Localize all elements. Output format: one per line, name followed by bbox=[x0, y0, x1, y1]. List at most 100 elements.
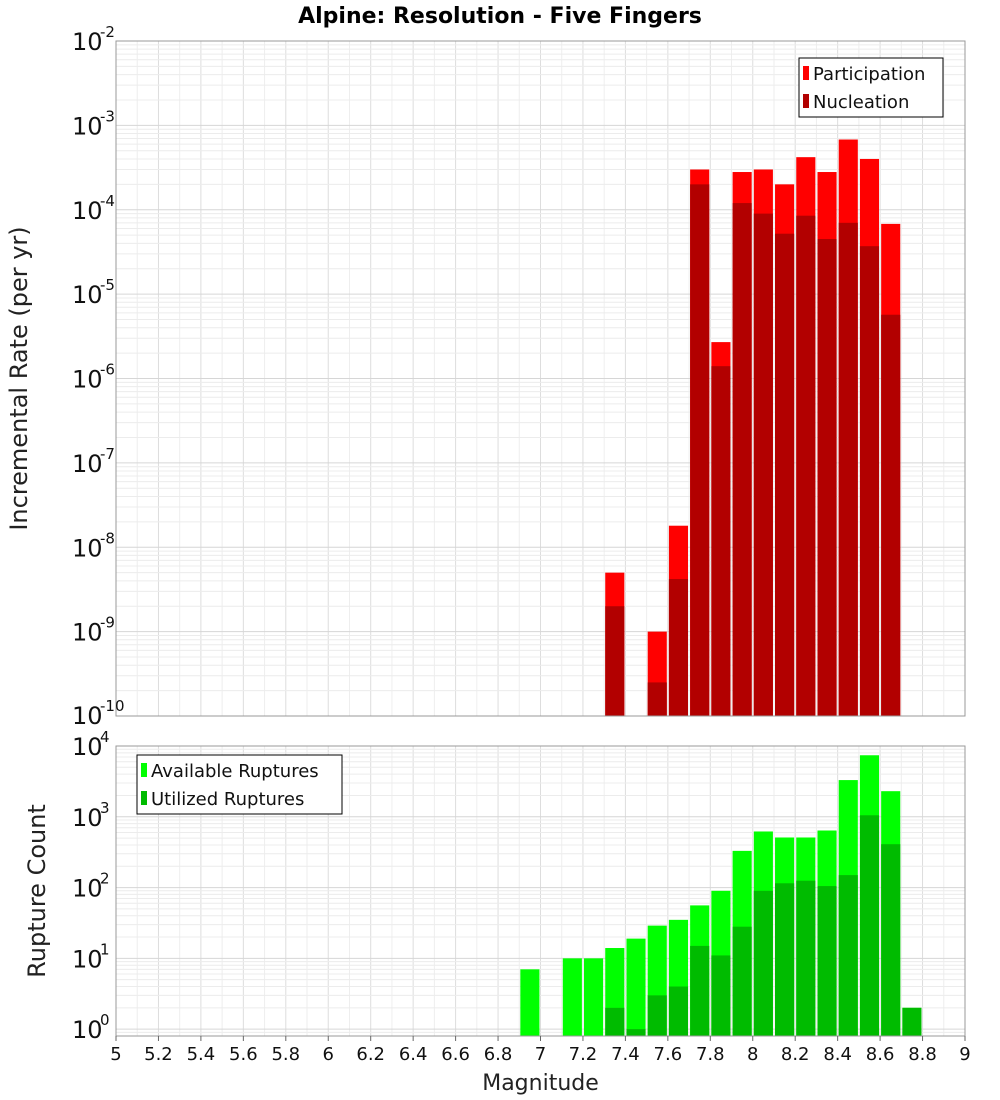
chart-title: Alpine: Resolution - Five Fingers bbox=[298, 4, 702, 29]
rate-bars bbox=[605, 139, 901, 717]
count-ytick-label: 10 bbox=[72, 733, 103, 761]
x-tick-label: 5.2 bbox=[144, 1044, 173, 1065]
rate-bar-s1 bbox=[605, 606, 625, 716]
rate-ytick-exponent: -2 bbox=[100, 23, 115, 41]
count-bars bbox=[520, 755, 922, 1036]
rate-bar-s1 bbox=[859, 246, 880, 716]
count-ytick-label: 10 bbox=[72, 945, 103, 973]
rate-ytick-label: 10 bbox=[72, 534, 103, 562]
count-bar-s0 bbox=[584, 958, 604, 1036]
legend-label-available-ruptures: Available Ruptures bbox=[151, 761, 319, 782]
rate-ytick-label: 10 bbox=[72, 450, 103, 478]
count-bar-s1 bbox=[711, 955, 731, 1036]
x-tick-label: 6.8 bbox=[484, 1044, 513, 1065]
count-bar-s1 bbox=[647, 995, 667, 1036]
rate-bar-s1 bbox=[817, 239, 837, 716]
count-bar-s0 bbox=[562, 958, 582, 1036]
x-tick-label: 6 bbox=[323, 1044, 334, 1065]
count-bar-s1 bbox=[732, 926, 752, 1036]
rate-bar-s1 bbox=[711, 366, 731, 716]
count-ytick-exponent: 2 bbox=[100, 870, 110, 888]
count-ytick-label: 10 bbox=[72, 1016, 103, 1044]
rate-bar-s1 bbox=[796, 215, 816, 717]
x-tick-label: 5.6 bbox=[229, 1044, 258, 1065]
rate-ytick-label: 10 bbox=[72, 28, 103, 56]
count-bar-s1 bbox=[902, 1007, 922, 1036]
rate-y-ticks: 10-210-310-410-510-610-710-810-910-10 bbox=[72, 23, 125, 730]
rate-bar-s1 bbox=[732, 203, 752, 716]
rate-bar-s1 bbox=[668, 579, 689, 716]
x-tick-label: 7.8 bbox=[696, 1044, 725, 1065]
rate-legend: Participation Nucleation bbox=[798, 57, 944, 118]
rate-ytick-label: 10 bbox=[72, 197, 103, 225]
rate-ytick-exponent: -7 bbox=[100, 445, 115, 463]
rate-ytick-exponent: -8 bbox=[100, 529, 115, 547]
count-legend: Available Ruptures Utilized Ruptures bbox=[136, 754, 343, 815]
legend-label-nucleation: Nucleation bbox=[813, 92, 909, 113]
count-ytick-label: 10 bbox=[72, 875, 103, 903]
x-tick-label: 8.6 bbox=[866, 1044, 895, 1065]
x-tick-label: 5.8 bbox=[271, 1044, 300, 1065]
x-tick-label: 8 bbox=[747, 1044, 758, 1065]
rate-ytick-exponent: -3 bbox=[100, 107, 115, 125]
rate-bar-s1 bbox=[690, 184, 710, 717]
rate-ytick-exponent: -4 bbox=[100, 192, 115, 210]
count-ytick-exponent: 4 bbox=[100, 728, 110, 746]
count-ytick-exponent: 1 bbox=[100, 940, 110, 958]
x-tick-label: 9 bbox=[959, 1044, 970, 1065]
count-bar-s1 bbox=[668, 986, 689, 1036]
x-tick-label: 6.6 bbox=[441, 1044, 470, 1065]
rate-ytick-exponent: -9 bbox=[100, 614, 115, 632]
magnitude-x-ticks: 5 5.2 5.4 5.6 5.8 6 6.2 6.4 6.6 6.8 7 7.2 7.4 7.6 7.8 8… bbox=[110, 1036, 971, 1065]
count-bar-s1 bbox=[881, 844, 901, 1036]
count-bar-s1 bbox=[838, 875, 858, 1036]
count-y-axis-label: Rupture Count bbox=[23, 804, 51, 978]
x-tick-label: 7.2 bbox=[569, 1044, 598, 1065]
rate-grid bbox=[115, 40, 966, 717]
x-tick-label: 8.2 bbox=[781, 1044, 810, 1065]
rate-y-axis-label: Incremental Rate (per yr) bbox=[5, 226, 33, 530]
rate-bar-s1 bbox=[647, 682, 667, 716]
count-ytick-exponent: 0 bbox=[100, 1011, 110, 1029]
rate-panel: 10-210-310-410-510-610-710-810-910-10 In… bbox=[5, 23, 966, 730]
legend-swatch-available-ruptures bbox=[141, 763, 147, 777]
rate-legend-box bbox=[798, 57, 944, 118]
rate-bar-s1 bbox=[881, 314, 901, 716]
x-tick-label: 5.4 bbox=[187, 1044, 216, 1065]
rate-ytick-label: 10 bbox=[72, 619, 103, 647]
count-bar-s1 bbox=[605, 1007, 625, 1036]
magnitude-x-axis-label: Magnitude bbox=[482, 1071, 599, 1096]
count-bar-s1 bbox=[690, 945, 710, 1036]
legend-swatch-participation bbox=[803, 66, 809, 80]
rate-ytick-exponent: -10 bbox=[100, 697, 125, 715]
rate-bar-s1 bbox=[753, 213, 773, 717]
x-tick-label: 8.4 bbox=[823, 1044, 852, 1065]
x-tick-label: 8.8 bbox=[908, 1044, 937, 1065]
rate-ytick-label: 10 bbox=[72, 112, 103, 140]
x-tick-label: 7 bbox=[535, 1044, 546, 1065]
legend-label-participation: Participation bbox=[813, 64, 925, 85]
x-tick-label: 6.2 bbox=[356, 1044, 385, 1065]
count-bar-s1 bbox=[626, 1029, 646, 1036]
count-bar-s1 bbox=[753, 890, 773, 1036]
count-bar-s1 bbox=[817, 886, 837, 1036]
count-bar-s1 bbox=[796, 880, 816, 1036]
rate-ytick-exponent: -6 bbox=[100, 361, 115, 379]
x-tick-label: 7.4 bbox=[611, 1044, 640, 1065]
count-legend-box bbox=[136, 754, 343, 815]
rate-bar-s1 bbox=[838, 222, 858, 716]
count-bar-s0 bbox=[626, 938, 646, 1036]
count-bar-s0 bbox=[520, 969, 540, 1036]
count-ytick-exponent: 3 bbox=[100, 799, 110, 817]
x-tick-label: 7.6 bbox=[654, 1044, 683, 1065]
legend-label-utilized-ruptures: Utilized Ruptures bbox=[151, 789, 304, 810]
rate-ytick-label: 10 bbox=[72, 366, 103, 394]
rate-ytick-exponent: -5 bbox=[100, 276, 115, 294]
x-tick-label: 5 bbox=[110, 1044, 121, 1065]
rate-ytick-label: 10 bbox=[72, 702, 103, 730]
count-ytick-label: 10 bbox=[72, 804, 103, 832]
x-tick-label: 6.4 bbox=[399, 1044, 428, 1065]
